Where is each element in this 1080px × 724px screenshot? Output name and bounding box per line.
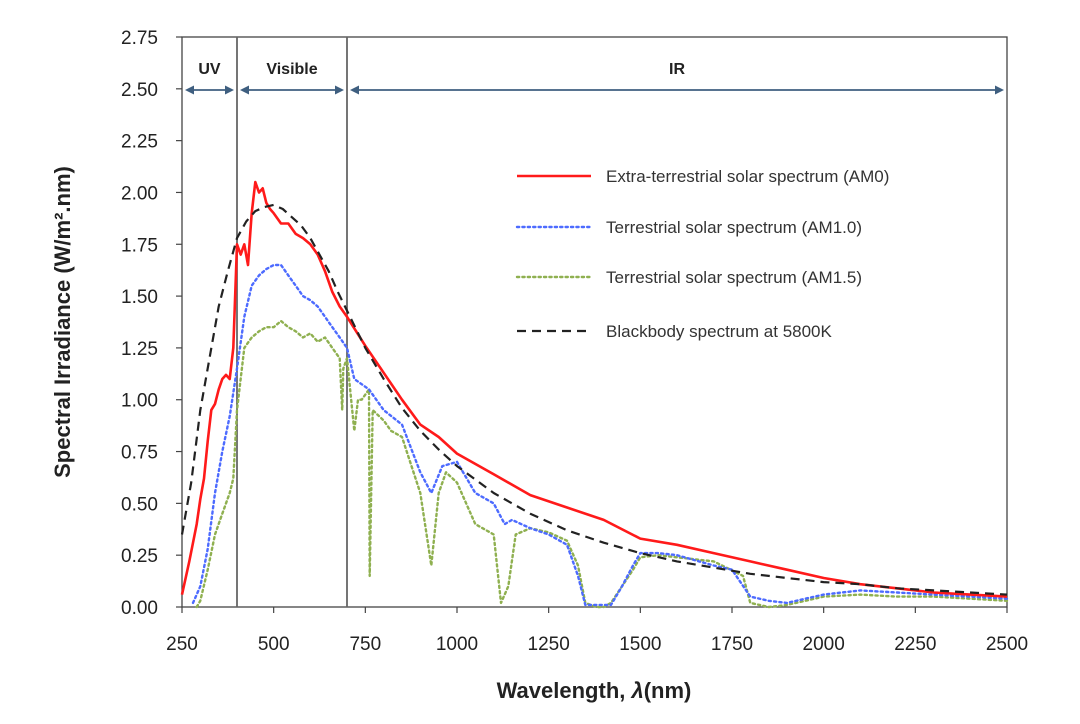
region-arrow-head-right bbox=[995, 85, 1004, 95]
x-tick-label: 2500 bbox=[986, 634, 1028, 655]
region-arrow-head-left bbox=[185, 85, 194, 95]
series-line-1 bbox=[191, 263, 1009, 607]
x-tick-label: 1250 bbox=[528, 634, 570, 655]
y-tick-label: 2.75 bbox=[121, 28, 158, 49]
y-tick-label: 0.75 bbox=[121, 443, 158, 464]
y-tick-label: 1.75 bbox=[121, 235, 158, 256]
x-axis-title-unit: (nm) bbox=[644, 678, 692, 703]
y-tick-label: 0.00 bbox=[121, 598, 158, 619]
x-tick-label: 250 bbox=[166, 634, 198, 655]
region-label: Visible bbox=[266, 61, 317, 78]
x-tick-label: 750 bbox=[349, 634, 381, 655]
region-arrow-head-left bbox=[350, 85, 359, 95]
region-dividers bbox=[236, 37, 348, 607]
x-tick-label: 2000 bbox=[803, 634, 845, 655]
legend-label: Terrestrial solar spectrum (AM1.5) bbox=[606, 268, 862, 287]
series-layer bbox=[180, 180, 1009, 609]
y-tick-label: 1.00 bbox=[121, 391, 158, 412]
x-tick-label: 1750 bbox=[711, 634, 753, 655]
x-tick-label: 500 bbox=[258, 634, 290, 655]
legend-label: Extra-terrestrial solar spectrum (AM0) bbox=[606, 167, 889, 186]
x-axis-ticks: 250 500 750 1000 1250 1500 1750 2000 2250 2500 bbox=[166, 607, 1028, 655]
y-tick-label: 1.25 bbox=[121, 339, 158, 360]
y-tick-label: 0.50 bbox=[121, 494, 158, 515]
y-tick-label: 1.50 bbox=[121, 287, 158, 308]
legend-label: Terrestrial solar spectrum (AM1.0) bbox=[606, 218, 862, 237]
series-line-2 bbox=[195, 319, 1009, 609]
plot-area bbox=[181, 36, 1008, 608]
y-axis-title: Spectral Irradiance (W/m².nm) bbox=[50, 166, 75, 478]
y-tick-label: 0.25 bbox=[121, 546, 158, 567]
x-tick-label: 2250 bbox=[894, 634, 936, 655]
legend: Extra-terrestrial solar spectrum (AM0) Te… bbox=[515, 167, 889, 341]
region-arrow-head-right bbox=[335, 85, 344, 95]
y-tick-label: 2.50 bbox=[121, 80, 158, 101]
x-axis-title-text: Wavelength, bbox=[497, 678, 632, 703]
region-arrow-head-right bbox=[225, 85, 234, 95]
region-arrow-head-left bbox=[240, 85, 249, 95]
x-axis-title: Wavelength, λ(nm) bbox=[497, 678, 692, 703]
region-arrows: UV Visible IR bbox=[185, 61, 1004, 95]
x-tick-label: 1000 bbox=[436, 634, 478, 655]
region-label: UV bbox=[198, 61, 221, 78]
legend-label: Blackbody spectrum at 5800K bbox=[606, 322, 833, 341]
region-label: IR bbox=[669, 61, 685, 78]
series-line-3 bbox=[180, 203, 1008, 596]
x-axis-title-symbol: λ bbox=[630, 678, 643, 703]
y-tick-label: 2.00 bbox=[121, 183, 158, 204]
y-axis-ticks: 0.00 0.25 0.50 0.75 1.00 1.25 1.50 1.75 2.00 2.25… bbox=[121, 28, 182, 619]
x-tick-label: 1500 bbox=[619, 634, 661, 655]
series-line-0 bbox=[180, 180, 1008, 598]
y-tick-label: 2.25 bbox=[121, 132, 158, 153]
